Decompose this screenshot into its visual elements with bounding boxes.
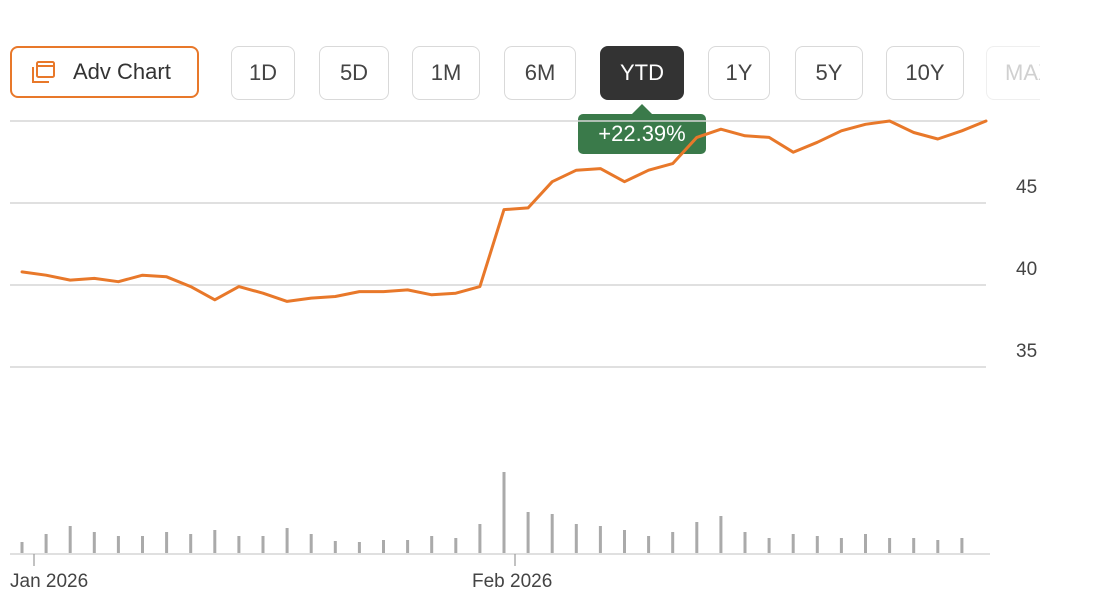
volume-bar [237, 536, 241, 553]
volume-bar [68, 526, 72, 553]
volume-bar [960, 538, 964, 553]
volume-bar [333, 541, 337, 553]
volume-bar [309, 534, 313, 553]
range-1m-button[interactable]: 1M [412, 46, 480, 100]
volume-bar [888, 538, 892, 553]
volume-bar [92, 532, 96, 553]
volume-bar [213, 530, 217, 553]
volume-bar [550, 514, 554, 553]
volume-bar [165, 532, 169, 553]
range-1y-button[interactable]: 1Y [708, 46, 770, 100]
volume-bar [502, 472, 506, 553]
volume-bar [430, 536, 434, 553]
adv-chart-label: Adv Chart [73, 59, 171, 84]
x-tick-label: Jan 2026 [10, 571, 88, 592]
volume-bar [526, 512, 530, 553]
volume-bar [189, 534, 193, 553]
volume-bar [141, 536, 144, 553]
range-ytd-button[interactable]: YTD [600, 46, 684, 100]
range-5d-button[interactable]: 5D [319, 46, 389, 100]
change-badge-pointer [632, 104, 652, 114]
volume-bar [743, 532, 747, 553]
chart-window-icon [29, 58, 57, 86]
volume-bar [116, 536, 120, 553]
y-tick-label: 45 [1016, 177, 1037, 198]
volume-bar [261, 536, 265, 553]
volume-bar [719, 516, 723, 553]
range-1d-button[interactable]: 1D [231, 46, 295, 100]
volume-bar [695, 522, 699, 553]
volume-bar [382, 540, 385, 553]
volume-bar [574, 524, 578, 553]
range-max-button[interactable]: MAX [986, 46, 1040, 100]
volume-bar [767, 538, 771, 553]
volume-bar [623, 530, 626, 553]
price-line [20, 119, 988, 303]
volume-bar [357, 542, 361, 553]
range-10y-button[interactable]: 10Y [886, 46, 964, 100]
range-5y-button[interactable]: 5Y [795, 46, 863, 100]
adv-chart-button[interactable]: Adv Chart [10, 46, 199, 98]
volume-bar [936, 540, 940, 553]
volume-bar [285, 528, 289, 553]
volume-bar [454, 538, 458, 553]
x-tick-label: Feb 2026 [472, 571, 552, 592]
volume-bar [406, 540, 410, 553]
y-tick-label: 35 [1016, 341, 1037, 362]
range-toolbar: Adv Chart 1D 5D 1M 6M YTD 1Y 5Y 10Y MAX [0, 0, 1040, 110]
volume-bar [864, 534, 867, 553]
volume-bar [671, 532, 675, 553]
volume-bar [478, 524, 482, 553]
volume-bar [815, 536, 819, 553]
volume-bar [912, 538, 916, 553]
y-tick-label: 40 [1016, 259, 1037, 280]
volume-bar [791, 534, 795, 553]
volume-bar [647, 536, 651, 553]
volume-bar [598, 526, 602, 553]
range-6m-button[interactable]: 6M [504, 46, 576, 100]
volume-bar [839, 538, 843, 553]
volume-bar [20, 542, 24, 553]
volume-bar [44, 534, 48, 553]
